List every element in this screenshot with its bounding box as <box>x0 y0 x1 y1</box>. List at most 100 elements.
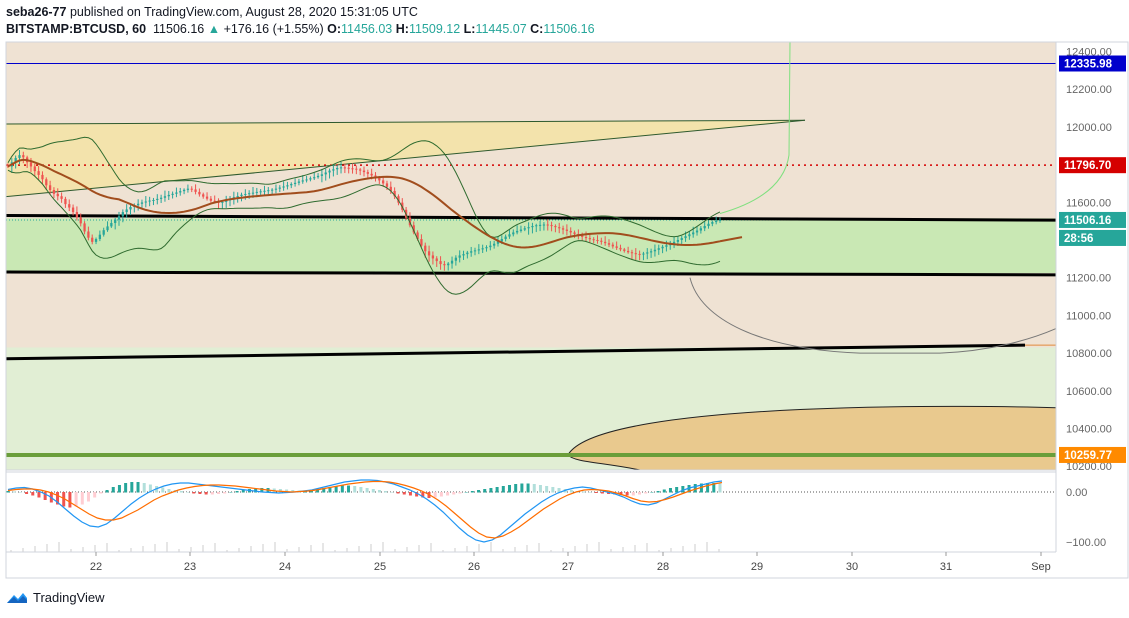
volume-bar <box>286 549 288 552</box>
macd-hist-bar <box>687 485 691 493</box>
candle-body <box>473 250 477 252</box>
candle-body <box>447 263 450 266</box>
candle-body <box>286 185 289 187</box>
candle-body <box>665 245 668 247</box>
candle-body <box>98 234 102 240</box>
volume-bar <box>46 544 48 552</box>
candle-body <box>692 232 695 235</box>
volume-bar <box>694 544 696 552</box>
volume-bar <box>514 547 516 552</box>
candle-body <box>634 253 637 255</box>
candle-body <box>596 239 599 241</box>
macd-hist-bar <box>31 492 35 496</box>
time-tick-label: 27 <box>562 561 574 573</box>
volume-bar <box>526 545 528 552</box>
publisher-name[interactable]: seba26-77 <box>6 5 67 19</box>
candle-body <box>87 231 90 238</box>
time-tick-label: 29 <box>751 561 763 573</box>
long-support-line <box>5 343 1026 361</box>
main-pane[interactable] <box>5 41 1057 471</box>
volume-bar <box>34 546 36 552</box>
time-tick-label: 31 <box>940 561 952 573</box>
candle-body <box>588 238 591 240</box>
macd-hist-bar <box>25 492 29 494</box>
macd-hist-bar <box>421 492 425 498</box>
candle-body <box>477 249 480 251</box>
price-axis-bg <box>1056 42 1129 470</box>
macd-hist-bar <box>470 491 474 493</box>
macd-hist-bar <box>569 490 573 493</box>
candle-body <box>481 248 484 250</box>
candle-body <box>558 227 561 229</box>
tradingview-logo-icon[interactable] <box>6 591 28 605</box>
macd-hist-bar <box>390 492 394 493</box>
footer-brand[interactable]: TradingView <box>33 590 105 605</box>
macd-hist-bar <box>520 483 524 493</box>
volume-bar <box>646 543 648 552</box>
macd-hist-bar <box>142 483 146 493</box>
candle-body <box>320 174 324 176</box>
publish-text: published on TradingView.com, August 28,… <box>66 5 418 19</box>
macd-hist-bar <box>483 489 487 493</box>
candle-body <box>41 174 44 180</box>
macd-pane[interactable] <box>6 471 1056 552</box>
candle-body <box>60 196 63 199</box>
candle-body <box>561 228 565 230</box>
candle-body <box>366 172 369 174</box>
price-tick-label: 12400.00 <box>1066 46 1112 58</box>
candle-body <box>370 173 373 176</box>
macd-hist-bar <box>514 484 518 493</box>
price-label-bg <box>1059 211 1126 228</box>
symbol-label[interactable]: BITSTAMP:BTCUSD, 60 <box>6 22 147 36</box>
volume-bar <box>706 542 708 552</box>
candle-body <box>466 252 469 255</box>
candle-body <box>362 170 366 173</box>
candle-body <box>661 246 664 249</box>
volume-bar <box>658 550 660 552</box>
candle-body <box>711 222 714 224</box>
volume-bar <box>118 550 120 552</box>
macd-hist-bar <box>396 492 400 494</box>
macd-hist-bar <box>464 492 468 493</box>
candle-body <box>607 243 611 245</box>
volume-bar <box>586 544 588 552</box>
candle-body <box>695 230 699 233</box>
volume-bar <box>418 545 420 552</box>
candle-body <box>75 212 79 218</box>
candle-body <box>290 183 293 186</box>
candle-body <box>202 194 205 197</box>
volume-bar <box>574 546 576 552</box>
candle-body <box>209 198 213 201</box>
last-price: 11506.16 <box>153 22 205 36</box>
candle-body <box>102 230 105 235</box>
volume-bar <box>442 550 444 552</box>
candle-body <box>267 190 270 192</box>
macd-hist-bar <box>56 492 60 505</box>
time-tick-label: Sep <box>1031 561 1051 573</box>
candle-body <box>619 247 622 250</box>
candle-body <box>293 182 297 184</box>
footer: TradingView <box>6 590 105 605</box>
volume-bar <box>10 550 12 552</box>
macd-hist-bar <box>495 487 499 493</box>
volume-bar <box>718 549 720 552</box>
macd-hist-bar <box>260 488 264 493</box>
macd-hist-bar <box>638 492 642 495</box>
volume-bar <box>382 542 384 552</box>
candle-body <box>244 193 247 195</box>
macd-hist-bar <box>545 486 549 493</box>
candle-body <box>535 225 538 227</box>
macd-hist-bar <box>600 492 604 494</box>
macd-hist-bar <box>607 492 611 494</box>
macd-hist-bar <box>167 489 171 493</box>
candle-body <box>565 229 569 231</box>
candle-body <box>45 179 48 186</box>
volume-bar <box>202 545 204 552</box>
candle-body <box>175 192 178 194</box>
candle-body <box>550 225 553 227</box>
volume-bar <box>250 546 252 552</box>
macd-hist-bar <box>210 492 214 495</box>
candle-body <box>167 194 170 197</box>
bollinger-lower <box>7 169 721 295</box>
